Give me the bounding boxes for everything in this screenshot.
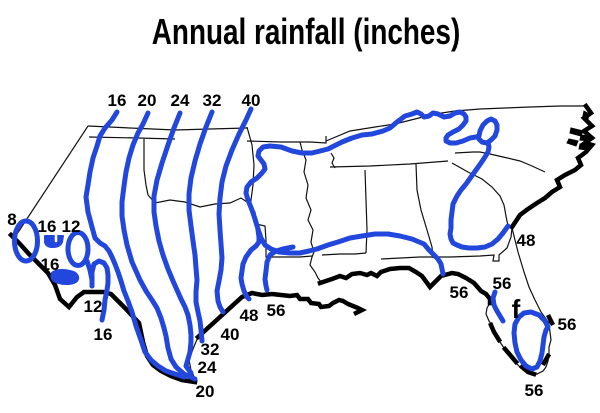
svg-text:32: 32 bbox=[203, 91, 222, 110]
svg-text:32: 32 bbox=[201, 340, 220, 359]
svg-text:24: 24 bbox=[198, 358, 217, 377]
svg-text:20: 20 bbox=[138, 91, 157, 110]
svg-text:40: 40 bbox=[221, 325, 240, 344]
svg-text:16: 16 bbox=[38, 217, 57, 236]
svg-text:24: 24 bbox=[171, 91, 190, 110]
svg-text:56: 56 bbox=[493, 274, 512, 293]
svg-text:56: 56 bbox=[525, 381, 544, 400]
svg-text:48: 48 bbox=[240, 306, 259, 325]
svg-text:12: 12 bbox=[84, 297, 103, 316]
svg-text:f: f bbox=[512, 294, 521, 324]
svg-text:16: 16 bbox=[94, 325, 113, 344]
svg-text:12: 12 bbox=[62, 217, 81, 236]
svg-text:16: 16 bbox=[41, 255, 60, 274]
svg-text:56: 56 bbox=[267, 301, 286, 320]
svg-text:8: 8 bbox=[7, 210, 16, 229]
svg-text:56: 56 bbox=[558, 315, 577, 334]
svg-text:20: 20 bbox=[196, 382, 215, 401]
svg-text:16: 16 bbox=[108, 91, 127, 110]
svg-text:48: 48 bbox=[517, 231, 536, 250]
svg-text:40: 40 bbox=[242, 91, 261, 110]
svg-text:56: 56 bbox=[450, 283, 469, 302]
